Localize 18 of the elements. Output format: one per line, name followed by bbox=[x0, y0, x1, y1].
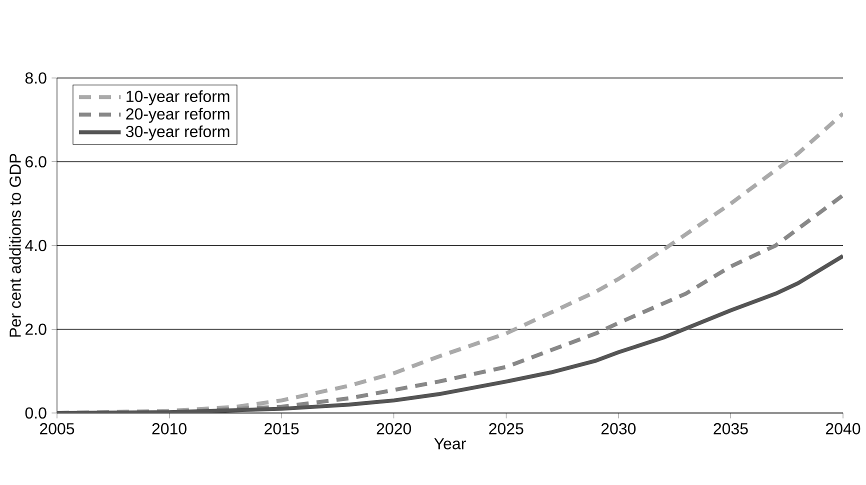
x-tick-label: 2010 bbox=[152, 423, 186, 434]
y-tick-label: 6.0 bbox=[26, 156, 46, 168]
x-tick-label: 2040 bbox=[826, 423, 860, 434]
legend-label: 20-year reform bbox=[126, 108, 230, 123]
y-tick-label: 8.0 bbox=[25, 72, 46, 84]
y-tick-label: 4.0 bbox=[25, 240, 46, 252]
y-tick-label: 2.0 bbox=[26, 324, 46, 335]
x-tick-label: 2030 bbox=[601, 423, 636, 434]
legend-label: 30-year reform bbox=[126, 125, 230, 140]
x-tick-label: 2005 bbox=[40, 423, 74, 434]
x-tick-label: 2020 bbox=[376, 423, 412, 434]
x-tick-label: 2035 bbox=[714, 423, 748, 434]
x-tick-label: 2015 bbox=[264, 423, 299, 434]
y-tick-label: 0.0 bbox=[25, 407, 46, 419]
legend-label: 10-year reform bbox=[126, 90, 230, 106]
y-axis-title: Per cent additions to GDP bbox=[9, 154, 21, 337]
x-axis-title: Year bbox=[434, 438, 466, 450]
x-tick-label: 2025 bbox=[489, 423, 524, 434]
